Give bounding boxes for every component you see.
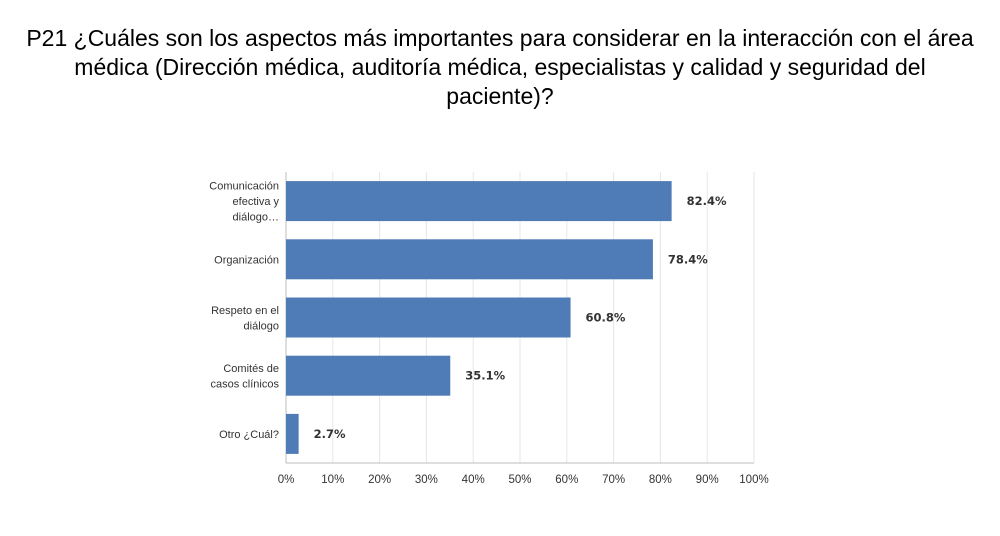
value-labels: 82.4% 78.4% 60.8% 35.1% 2.7% [314,194,727,441]
bar [286,297,571,338]
x-tick-label: 90% [696,474,719,486]
bar [286,413,299,454]
x-tick-label: 50% [508,474,531,486]
category-label: Organización [214,254,279,266]
bar [286,355,451,396]
bars [286,181,672,454]
x-tick-label: 70% [602,474,625,486]
x-axis-ticks: 0% 10% 20% 30% 40% 50% 60% 70% 80% 90% 100% [278,474,769,486]
data-label: 35.1% [465,369,505,383]
category-label: Otro ¿Cuál? [219,429,279,441]
data-label: 2.7% [314,427,346,441]
category-labels: Comunicación efectiva y diálogo… Organizaci… [209,181,279,441]
data-label: 82.4% [687,194,727,208]
category-label: Respeto en el diálogo [211,305,279,333]
bar [286,239,653,280]
chart-title: P21 ¿Cuáles son los aspectos más importa… [26,25,974,109]
x-tick-label: 30% [415,474,438,486]
x-tick-label: 80% [649,474,672,486]
category-label: Comités de casos clínicos [211,363,280,391]
data-label: 60.8% [586,311,626,325]
x-tick-label: 60% [555,474,578,486]
x-tick-label: 10% [321,474,344,486]
bar [286,181,672,222]
category-label: Comunicación efectiva y diálogo… [209,181,279,224]
data-label: 78.4% [668,252,708,266]
x-tick-label: 20% [368,474,391,486]
x-tick-label: 100% [739,474,768,486]
x-tick-label: 0% [278,474,295,486]
x-tick-label: 40% [462,474,485,486]
